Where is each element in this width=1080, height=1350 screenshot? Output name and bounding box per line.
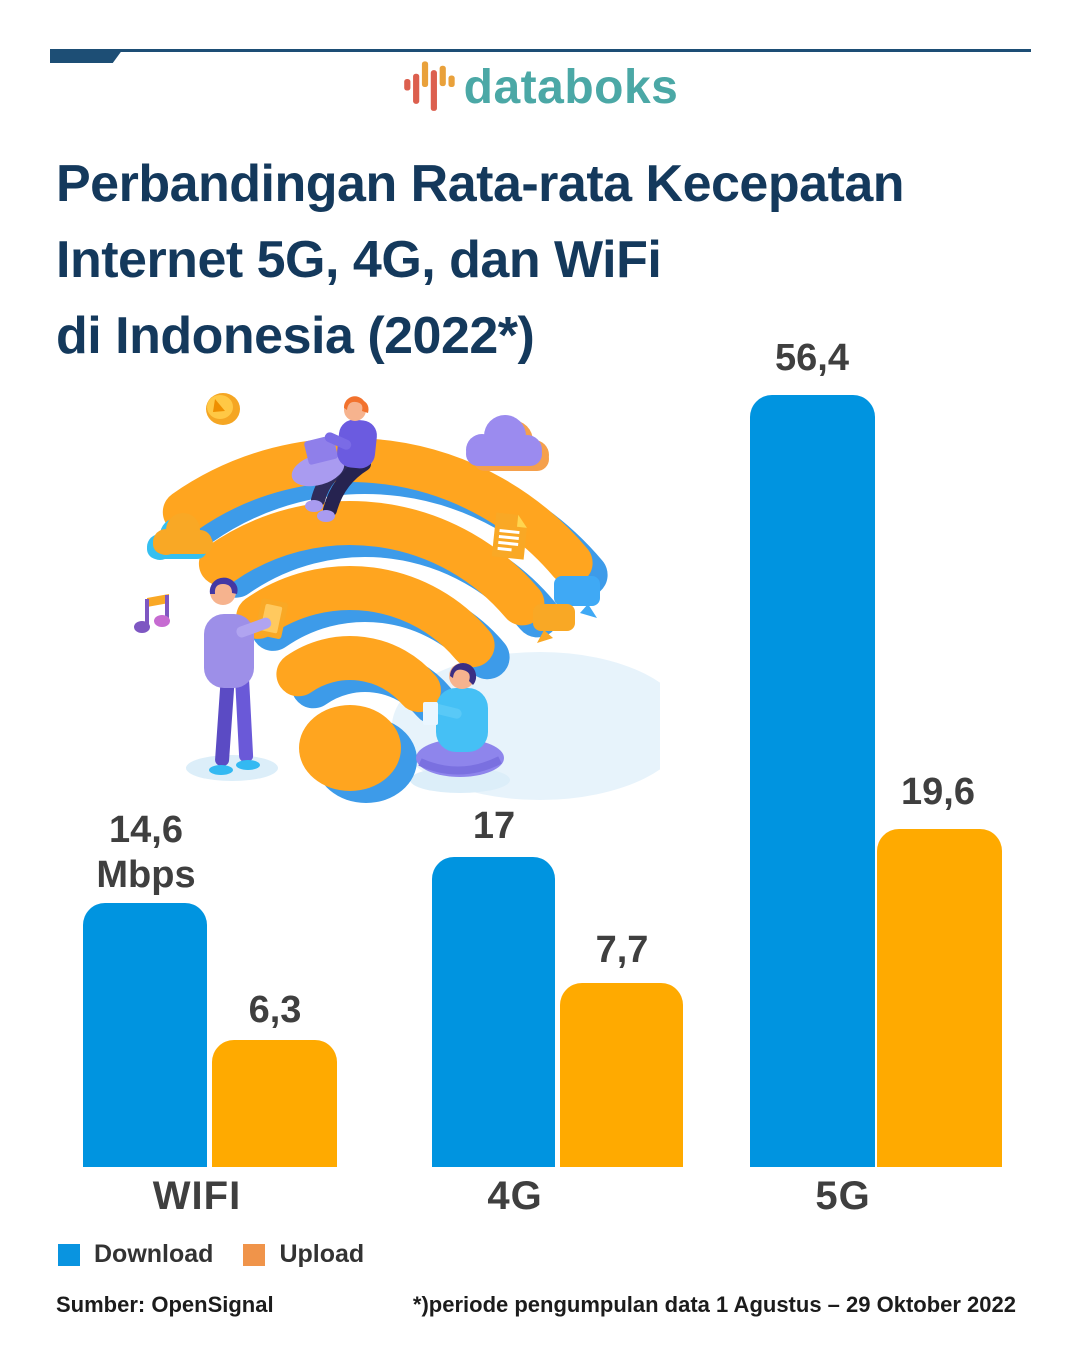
value-label-5g-upload: 19,6 — [901, 771, 975, 813]
header-accent-block — [50, 49, 123, 63]
databoks-logo: databoks — [0, 56, 1080, 118]
value-label-4g-upload: 7,7 — [595, 929, 649, 971]
cloud-icon — [147, 513, 213, 560]
period-note: *)periode pengumpulan data 1 Agustus – 2… — [412, 1292, 1016, 1317]
music-note-icon — [134, 594, 170, 633]
bar-4g-upload — [560, 983, 683, 1167]
wifi-symbol-icon — [162, 438, 608, 803]
bar-4g-download — [432, 857, 555, 1167]
bar-wifi-upload — [212, 1040, 337, 1167]
title-line-1: Perbandingan Rata-rata Kecepatan — [56, 155, 905, 213]
header-accent-line — [50, 49, 1031, 52]
databoks-bars-icon — [403, 61, 455, 111]
coin-icon — [206, 393, 240, 425]
category-label-4g: 4G — [487, 1174, 543, 1218]
person-with-laptop — [291, 396, 377, 522]
person-with-tablet — [204, 577, 288, 775]
document-icon — [491, 512, 527, 560]
wifi-illustration — [134, 393, 660, 803]
chat-bubbles-icon — [533, 576, 600, 643]
value-label-wifi-download: 14,6 Mbps — [96, 808, 195, 898]
category-label-wifi: WIFI — [152, 1174, 242, 1218]
title-line-2: Internet 5G, 4G, dan WiFi — [56, 231, 662, 289]
person-with-phone — [416, 663, 504, 777]
legend-upload-swatch — [243, 1243, 266, 1266]
legend-download-label: Download — [94, 1240, 214, 1268]
source-note: Sumber: OpenSignal — [56, 1292, 274, 1317]
value-label-5g-download: 56,4 — [775, 337, 849, 379]
bar-5g-upload — [877, 829, 1002, 1167]
bar-5g-download — [750, 395, 875, 1167]
legend: Download Upload — [58, 1240, 394, 1269]
value-unit: Mbps — [96, 854, 196, 896]
bar-wifi-download — [83, 903, 207, 1167]
legend-download-swatch — [58, 1243, 80, 1266]
value-label-wifi-upload: 6,3 — [248, 989, 302, 1031]
legend-upload-label: Upload — [279, 1240, 365, 1268]
value-label-4g-download: 17 — [472, 805, 516, 847]
title-line-3: di Indonesia (2022*) — [56, 307, 535, 365]
value-wifi-download: 14,6 — [109, 809, 183, 851]
cloud-icon — [466, 415, 549, 471]
databoks-logo-text: databoks — [463, 60, 679, 114]
page-title: Perbandingan Rata-rata Kecepatan Interne… — [56, 146, 905, 374]
category-label-5g: 5G — [815, 1174, 871, 1218]
